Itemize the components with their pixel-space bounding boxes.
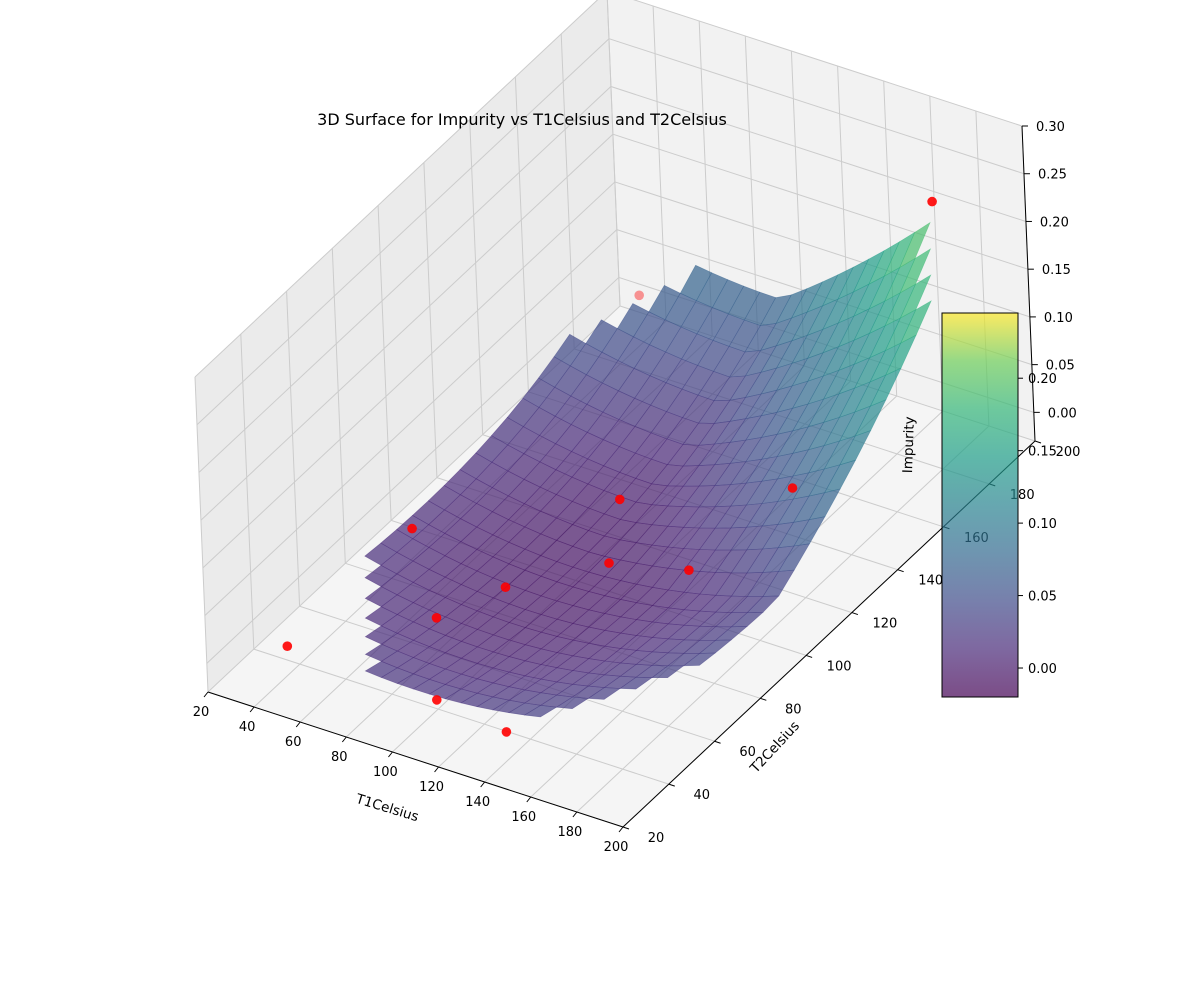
x-tick-label: 40 [239, 720, 256, 735]
y-tick [668, 783, 675, 787]
x-tick-label: 120 [419, 780, 444, 795]
pane-left [195, 0, 620, 692]
z-axis-line [1021, 125, 1036, 442]
surface-cell [648, 285, 681, 320]
y-tick [760, 697, 767, 701]
x-tick-label: 140 [465, 795, 490, 810]
chart-title: 3D Surface for Impurity vs T1Celsius and… [317, 110, 727, 129]
y-tick [1034, 440, 1042, 444]
x-tick [203, 691, 209, 698]
y-tick-label: 20 [648, 831, 665, 846]
y-tick-label: 100 [827, 659, 852, 674]
x-tick-label: 180 [557, 825, 582, 840]
scatter-point [431, 613, 442, 623]
gridline-z [198, 85, 1027, 473]
scatter-points [282, 196, 937, 737]
tick-labels: 20 40 60 80 100 120 140 160 180 200 20 40 60 80 100 120… [193, 120, 1081, 855]
surface-cell [679, 264, 713, 301]
x-tick [572, 811, 578, 818]
colorbar-gradient [942, 313, 1018, 697]
x-tick [526, 796, 532, 803]
impurity-surface [364, 221, 932, 718]
x-tick-label: 100 [373, 765, 398, 780]
x-tick [341, 736, 347, 743]
x-tick [618, 826, 624, 833]
y-tick-label: 40 [694, 788, 711, 803]
z-tick-label: 0.10 [1044, 311, 1073, 326]
scatter-point [432, 695, 442, 705]
x-tick [388, 751, 393, 758]
x-axis-label: T1Celsius [353, 791, 421, 826]
gridline-z [194, 0, 1023, 378]
colorbar-tick-label: 0.20 [1028, 372, 1057, 387]
gridline-z [200, 133, 1029, 521]
y-tick [897, 569, 904, 573]
y-tick [851, 612, 859, 616]
y-tick [714, 740, 721, 744]
z-axis-label: Impurity [900, 416, 918, 473]
y-tick [622, 826, 630, 830]
x-tick-label: 160 [511, 810, 536, 825]
colorbar-tick-label: 0.10 [1028, 517, 1057, 532]
y-tick-label: 120 [872, 617, 897, 632]
colorbar: 0.00 0.05 0.10 0.15 0.20 [941, 312, 1057, 698]
z-tick-label: 0.00 [1048, 406, 1077, 421]
scatter-point [615, 494, 625, 505]
z-tick-label: 0.15 [1042, 263, 1071, 278]
scatter-point [407, 523, 417, 534]
y-tick-label: 60 [739, 745, 756, 760]
x-axis-line [207, 691, 624, 828]
scatter-point [282, 641, 293, 651]
x-tick [295, 721, 301, 728]
z-tick-label: 0.30 [1036, 120, 1065, 135]
z-tick-label: 0.05 [1046, 359, 1075, 374]
scatter-point [604, 558, 614, 568]
x-tick [480, 781, 486, 788]
surface-cell [553, 333, 587, 367]
scatter-point [787, 483, 798, 493]
x-tick-label: 60 [285, 735, 302, 750]
gridline-y [606, 0, 1036, 442]
z-tick-label: 0.25 [1038, 168, 1067, 183]
gridline-y [240, 334, 669, 785]
surface-cell [616, 303, 650, 338]
y-tick-label: 140 [918, 574, 943, 589]
scatter-point [500, 582, 511, 592]
x-tick-label: 80 [331, 750, 348, 765]
z-tick-label: 0.20 [1040, 216, 1069, 231]
colorbar-frame [941, 312, 1019, 698]
x-tick [434, 766, 439, 773]
y-tick [805, 654, 813, 658]
scatter-point [927, 196, 937, 207]
colorbar-tick-label: 0.05 [1028, 590, 1057, 605]
y-tick-label: 80 [785, 702, 802, 717]
y-tick-label: 200 [1056, 445, 1081, 460]
colorbar-tick-label: 0.15 [1028, 445, 1057, 460]
x-tick-label: 200 [604, 840, 629, 855]
scatter-point [634, 290, 644, 301]
x-tick [249, 706, 255, 713]
x-tick-label: 20 [193, 705, 210, 720]
colorbar-tick-label: 0.00 [1028, 662, 1057, 677]
scatter-point [501, 727, 512, 737]
scatter-point [684, 565, 694, 575]
gridline-z [196, 38, 1025, 426]
